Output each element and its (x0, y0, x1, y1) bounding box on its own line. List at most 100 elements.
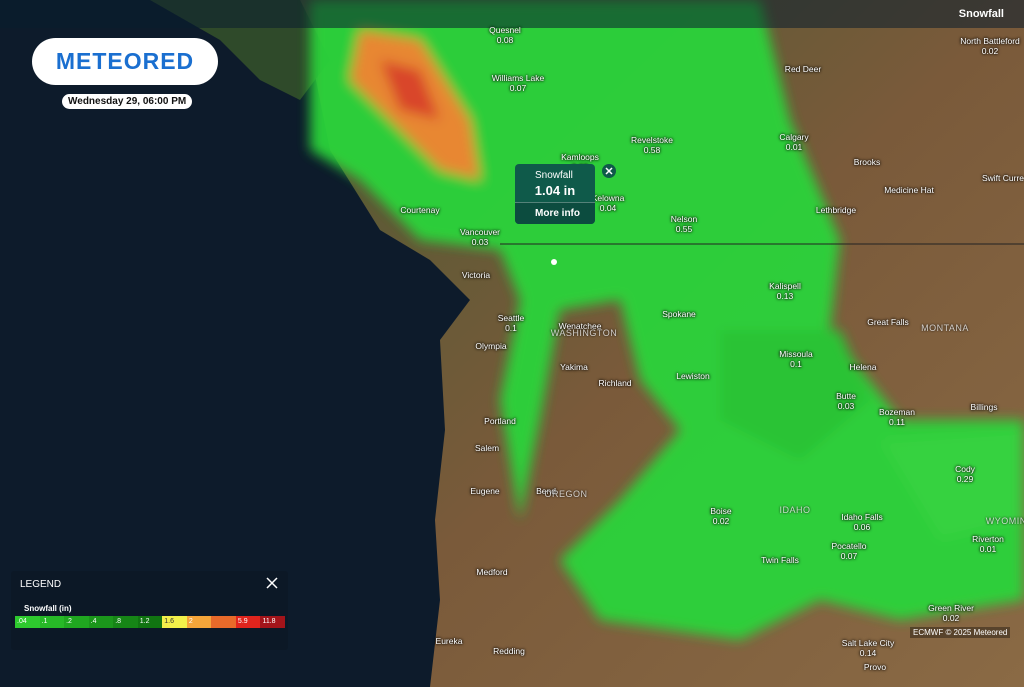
legend-stop: .04 (15, 616, 40, 628)
city-label: Seattle 0.1 (498, 313, 524, 333)
city-name: Idaho Falls (841, 512, 883, 522)
city-label: Lewiston (676, 371, 710, 381)
city-name: Vancouver (459, 227, 501, 237)
city-label: Medicine Hat (884, 185, 934, 195)
city-name: Helena (849, 362, 877, 372)
city-label: Boise 0.02 (710, 506, 731, 526)
city-label: Salem (475, 443, 499, 453)
city-label: Pocatello 0.07 (832, 541, 867, 561)
popup-value: 1.04 in (534, 183, 576, 198)
city-label: Salt Lake City 0.14 (842, 638, 894, 658)
city-name: Pocatello (831, 541, 867, 551)
city-name: Twin Falls (761, 555, 799, 565)
city-name: Richland (598, 378, 632, 388)
more-info-button[interactable]: More info (515, 202, 595, 224)
legend-title: LEGEND (20, 579, 62, 590)
city-name: Green River (928, 603, 974, 613)
city-value: 0.11 (889, 417, 905, 427)
location-dot (551, 259, 557, 265)
region-label: WASHINGTON (550, 328, 618, 338)
city-label: Redding (493, 646, 525, 656)
region-label: WYOMING (985, 516, 1024, 526)
city-name: Calgary (779, 132, 809, 142)
city-label: Eureka (436, 636, 463, 646)
city-value: 0.03 (837, 401, 855, 411)
legend-stop: 1.2 (137, 616, 163, 628)
city-name: Salt Lake City (841, 638, 895, 648)
city-label: Green River 0.02 (928, 603, 974, 623)
city-label: Williams Lake 0.07 (492, 73, 544, 93)
city-label: Swift Curre (982, 173, 1024, 183)
popup: Snowfall 1.04 in More info (515, 164, 616, 224)
city-label: Nelson 0.55 (671, 214, 697, 234)
city-name: Wenatchee (558, 321, 602, 331)
city-label: North Battleford 0.02 (960, 36, 1020, 56)
city-label: Brooks (854, 157, 880, 167)
city-name: Eureka (435, 636, 463, 646)
city-value: 0.55 (675, 224, 693, 234)
city-value: 0.1 (790, 359, 802, 369)
city-value: 0.03 (471, 237, 489, 247)
city-value: 0.02 (981, 46, 999, 56)
legend-stop: .8 (113, 616, 138, 628)
city-label: Provo (864, 662, 886, 672)
city-value: 0.04 (599, 203, 617, 213)
city-name: Salem (474, 443, 500, 453)
city-name: Medford (476, 567, 508, 577)
popup-title: Snowfall (535, 170, 573, 181)
city-label: Eugene (470, 486, 499, 496)
city-name: Medicine Hat (884, 185, 934, 195)
city-value: 0.02 (942, 613, 960, 623)
city-name: Lewiston (676, 371, 710, 381)
city-name: Kamloops (561, 152, 599, 162)
city-name: Olympia (475, 341, 507, 351)
city-name: Eugene (470, 486, 500, 496)
city-name: Swift Curre (981, 173, 1024, 183)
legend-stop: 2 (186, 616, 212, 628)
legend-scale: .04.1.2.4.8 1.2 1.6 2 5.9 11.8 (15, 616, 286, 628)
city-label: Kelowna 0.04 (592, 193, 625, 213)
legend-stop: 5.9 (235, 616, 261, 628)
top-bar (0, 0, 1024, 28)
city-value: 0.58 (643, 145, 661, 155)
city-label: Butte 0.03 (836, 391, 856, 411)
city-name: Red Deer (784, 64, 822, 74)
city-name: Seattle (497, 313, 525, 323)
region-label: IDAHO (779, 505, 811, 515)
city-label: Richland (598, 378, 631, 388)
city-name: Revelstoke (630, 135, 674, 145)
city-label: Missoula 0.1 (779, 349, 813, 369)
city-value: 0.07 (840, 551, 858, 561)
city-label: Medford (476, 567, 507, 577)
city-value: 0.08 (496, 35, 514, 45)
city-name: Spokane (662, 309, 696, 319)
city-label: Wenatchee (559, 321, 602, 331)
logo[interactable]: METEORED (32, 38, 218, 85)
city-label: Calgary 0.01 (779, 132, 808, 152)
city-name: Provo (863, 662, 887, 672)
city-name: Yakima (560, 362, 588, 372)
city-value: 0.07 (509, 83, 527, 93)
city-label: Red Deer (785, 64, 821, 74)
city-label: Twin Falls (761, 555, 799, 565)
legend-stop: 1.6 (162, 616, 187, 628)
city-label: Bozeman 0.11 (879, 407, 915, 427)
city-label: Revelstoke 0.58 (631, 135, 673, 155)
city-name: Great Falls (867, 317, 909, 327)
city-value: 0.1 (505, 323, 517, 333)
popup-close[interactable] (602, 164, 616, 178)
region-label: OREGON (544, 489, 588, 499)
legend-stop: .4 (88, 616, 114, 628)
city-name: Williams Lake (491, 73, 545, 83)
city-label: Bend (536, 486, 556, 496)
city-value: 0.14 (859, 648, 877, 658)
datetime: Wednesday 29, 06:00 PM (62, 94, 193, 109)
city-name: Bend (536, 486, 556, 496)
city-name: Redding (493, 646, 525, 656)
legend-close[interactable] (266, 577, 278, 589)
city-name: Kelowna (591, 193, 625, 203)
layer-label[interactable]: Snowfall (958, 8, 1004, 20)
city-label: Riverton 0.01 (972, 534, 1004, 554)
city-label: Olympia (475, 341, 506, 351)
city-name: Billings (970, 402, 998, 412)
